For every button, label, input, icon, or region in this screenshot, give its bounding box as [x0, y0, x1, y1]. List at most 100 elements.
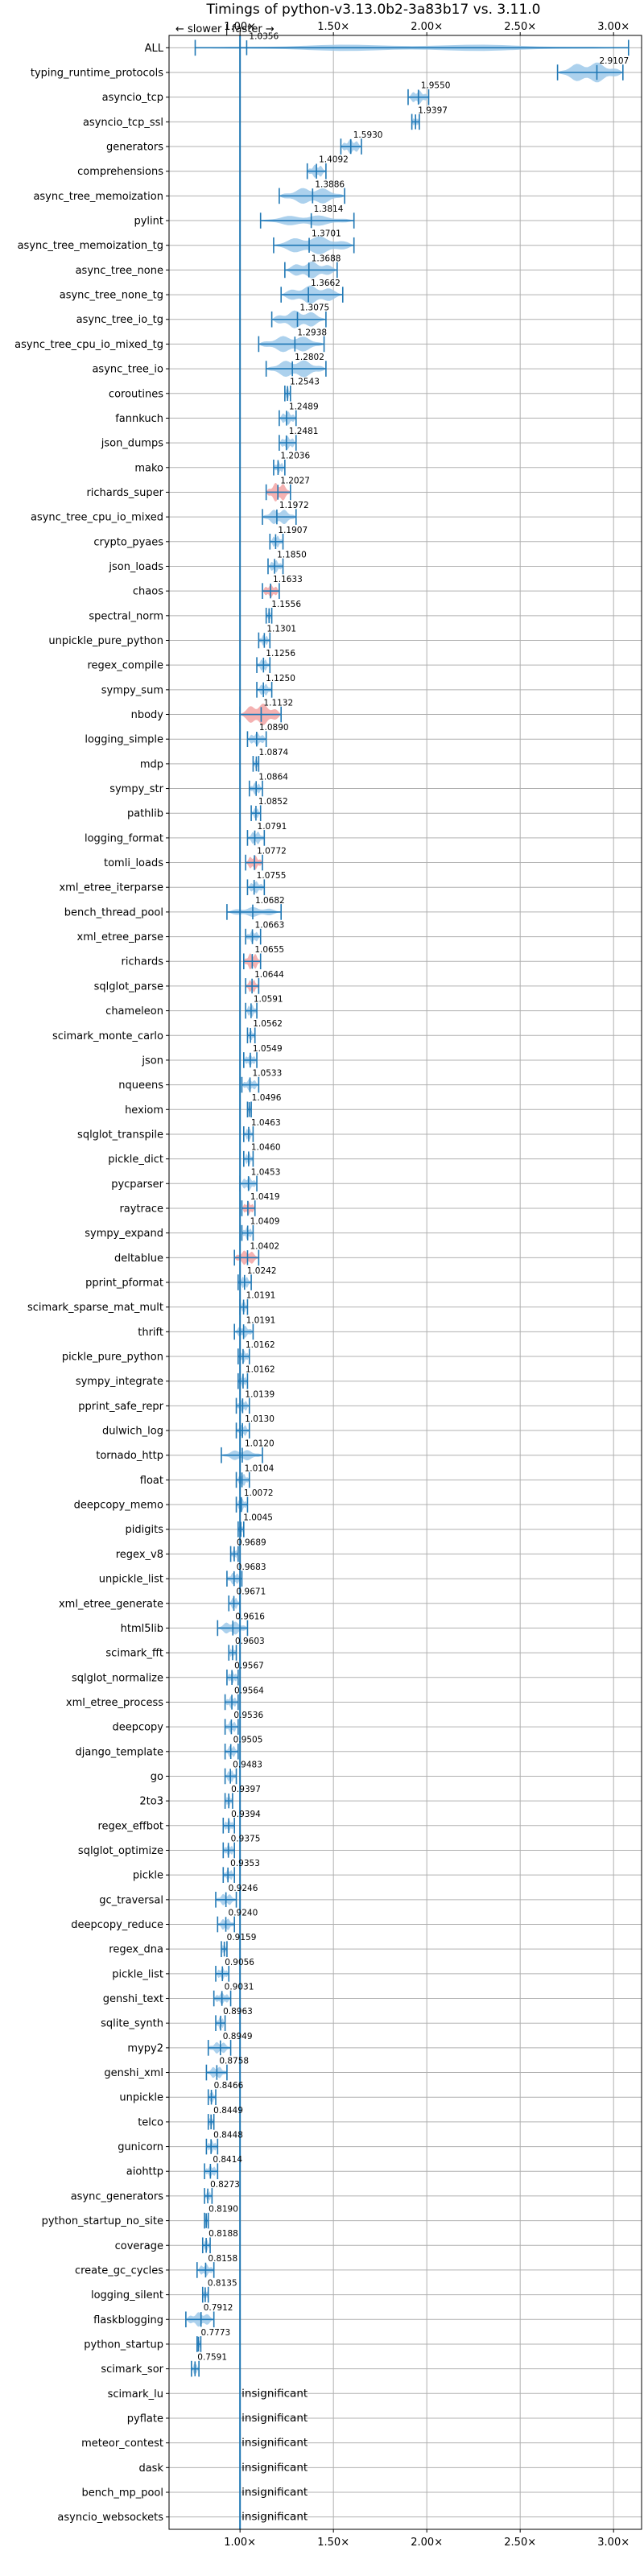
value-label: 1.3662	[311, 279, 341, 288]
value-label: 1.9397	[418, 105, 448, 115]
benchmark-label: xml_etree_iterparse	[59, 882, 163, 894]
value-label: 1.0104	[245, 1463, 275, 1473]
labels-layer: 1.00× 1.00× 1.50× 1.50× 2.00× 2.00× 2.50× 2.50×…	[14, 21, 630, 2549]
value-label: 1.0852	[258, 797, 288, 807]
value-label: 2.9107	[599, 56, 629, 66]
value-label: 0.8188	[208, 2229, 238, 2239]
benchmark-label: nqueens	[118, 1080, 163, 1092]
value-label: 0.8158	[208, 2254, 237, 2264]
chart-title: Timings of python-v3.13.0b2-3a83b17 vs. …	[206, 2, 541, 18]
value-label: 0.8448	[213, 2131, 243, 2140]
value-label: 0.9240	[229, 1908, 258, 1918]
value-label: 1.0772	[257, 847, 287, 857]
benchmark-label: pickle	[133, 1870, 163, 1882]
benchmark-label: pycparser	[111, 1179, 163, 1191]
benchmark-label: xml_etree_process	[66, 1697, 163, 1709]
benchmark-label: async_generators	[71, 2190, 164, 2202]
benchmark-label: unpickle_pure_python	[48, 635, 163, 647]
benchmark-label: scimark_lu	[108, 2388, 163, 2401]
value-label: 1.0533	[253, 1069, 283, 1079]
benchmark-label: sqlite_synth	[101, 2018, 163, 2030]
benchmark-label: regex_effbot	[97, 1820, 163, 1832]
benchmark-label: genshi_text	[103, 1993, 163, 2005]
value-label: 0.9683	[237, 1563, 266, 1572]
benchmark-label: pickle_pure_python	[62, 1352, 163, 1364]
benchmark-label: create_gc_cycles	[75, 2264, 163, 2277]
value-label: 0.9353	[230, 1859, 260, 1868]
benchmark-label: regex_compile	[87, 660, 163, 672]
benchmark-label: dask	[138, 2462, 163, 2475]
benchmark-label: html5lib	[121, 1623, 163, 1635]
benchmark-label: async_tree_memoization_tg	[18, 240, 163, 252]
benchmark-label: json	[141, 1055, 163, 1067]
benchmark-label: pprint_pformat	[85, 1278, 163, 1290]
benchmark-label: deltablue	[114, 1253, 163, 1265]
benchmark-label: sqlglot_normalize	[72, 1672, 163, 1684]
value-label: 1.0072	[244, 1488, 274, 1498]
value-label: 0.9536	[233, 1711, 263, 1720]
value-label: 1.0191	[246, 1315, 276, 1325]
value-label: 1.1132	[263, 698, 293, 708]
benchmark-label: tomli_loads	[104, 857, 163, 869]
value-label: 1.0663	[255, 921, 285, 931]
benchmark-label: async_tree_io	[92, 364, 163, 376]
value-label: 1.0644	[254, 970, 284, 980]
value-label: 1.0139	[245, 1389, 275, 1399]
value-label: 0.9056	[225, 1958, 254, 1967]
insignificant-label: insignificant	[242, 2486, 308, 2499]
value-label: 1.0191	[246, 1291, 276, 1301]
benchmark-label: generators	[106, 142, 163, 154]
value-label: 1.0130	[245, 1414, 275, 1424]
value-label: 1.5930	[353, 130, 383, 140]
value-label: 1.1907	[278, 526, 308, 535]
value-label: 0.8449	[213, 2106, 243, 2116]
benchmark-label: sympy_integrate	[76, 1376, 163, 1388]
plot-frame	[168, 35, 642, 2530]
benchmark-label: chameleon	[105, 1005, 163, 1018]
benchmark-label: pickle_list	[112, 1968, 163, 1980]
value-label: 0.9505	[233, 1736, 263, 1745]
x-tick-label-bottom: 1.50×	[317, 2537, 349, 2549]
benchmark-label: scimark_sor	[101, 2363, 163, 2376]
value-label: 1.2036	[280, 452, 310, 461]
value-label: 0.9671	[237, 1587, 266, 1597]
value-label: 1.0549	[253, 1044, 283, 1054]
benchmark-label: flaskblogging	[93, 2314, 163, 2326]
benchmark-label: deepcopy_memo	[74, 1500, 163, 1512]
value-label: 1.2027	[280, 476, 310, 485]
value-label: 1.3814	[314, 204, 344, 214]
benchmark-label: typing_runtime_protocols	[31, 68, 163, 80]
benchmark-label: chaos	[133, 586, 163, 598]
benchmark-label: crypto_pyaes	[93, 536, 163, 548]
value-label: 1.4092	[319, 155, 349, 165]
benchmark-label: spectral_norm	[89, 610, 163, 622]
insignificant-label: insignificant	[242, 2437, 308, 2450]
benchmark-label: fannkuch	[115, 413, 163, 425]
benchmark-label: coroutines	[109, 388, 163, 400]
value-label: 0.7591	[197, 2353, 227, 2363]
value-label: 0.9616	[235, 1612, 265, 1621]
insignificant-label: insignificant	[242, 2461, 308, 2474]
x-tick-label-bottom: 3.00×	[597, 2537, 630, 2549]
value-label: 1.0356	[249, 31, 279, 41]
benchmark-label: pprint_safe_repr	[78, 1401, 163, 1413]
value-label: 1.2489	[289, 402, 319, 411]
value-label: 1.1250	[266, 674, 295, 683]
value-label: 0.8273	[210, 2180, 240, 2190]
value-label: 0.9564	[234, 1686, 264, 1695]
value-label: 1.0890	[259, 723, 289, 733]
benchmark-label: ALL	[145, 43, 164, 55]
benchmark-label: async_tree_none_tg	[60, 290, 163, 302]
value-label: 1.3688	[312, 254, 341, 263]
value-label: 0.8949	[223, 2032, 253, 2041]
value-label: 1.0120	[245, 1439, 275, 1449]
benchmark-label: asyncio_tcp_ssl	[83, 117, 163, 129]
insignificant-label: insignificant	[242, 2412, 308, 2425]
value-label: 1.3701	[312, 229, 341, 239]
value-label: 0.8758	[219, 2057, 249, 2066]
x-tick-label-bottom: 2.00×	[411, 2537, 443, 2549]
x-tick-label-top: 1.00×	[224, 21, 256, 33]
value-label: 0.9394	[231, 1810, 261, 1819]
value-label: 1.2938	[297, 328, 327, 337]
